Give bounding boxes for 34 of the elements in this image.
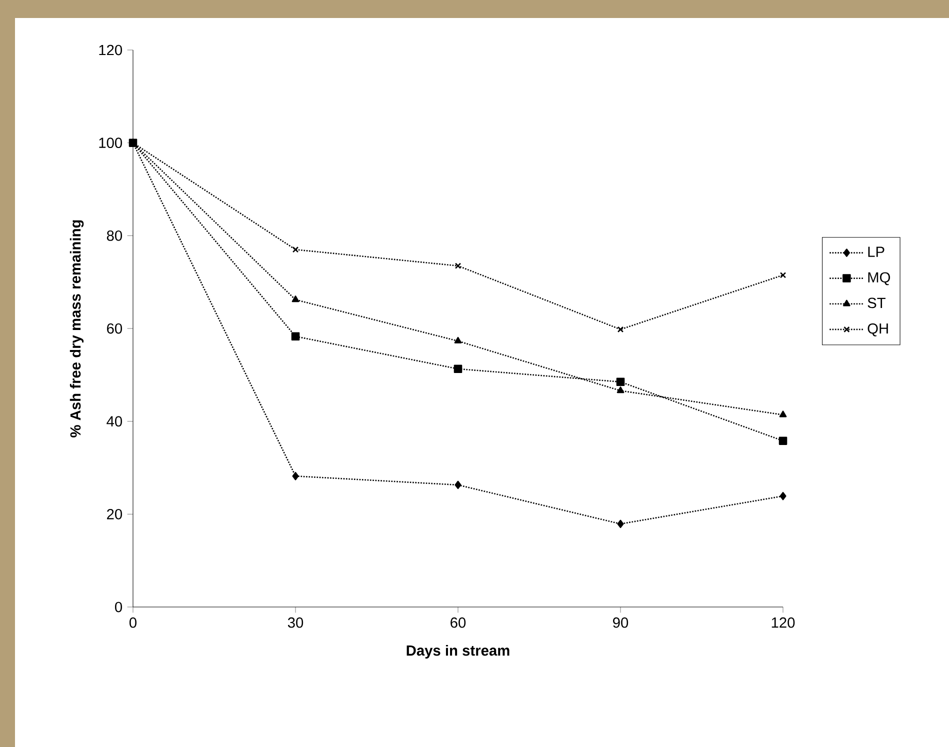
- point: [454, 262, 462, 269]
- point: [454, 336, 462, 344]
- point: [291, 332, 300, 341]
- legend-label: ST: [868, 298, 886, 308]
- y-tick-label: 60: [107, 323, 122, 334]
- point: [292, 246, 299, 253]
- legend-label: MQ: [868, 272, 890, 286]
- x-tick-label: 0: [129, 617, 136, 628]
- point: [778, 436, 788, 445]
- y-tick-label: 120: [99, 44, 122, 56]
- point: [617, 520, 624, 528]
- point: [616, 386, 624, 394]
- y-tick-label: 100: [99, 138, 122, 148]
- point: [616, 378, 625, 386]
- y-axis-title: % Ash free dry mass remaining: [70, 220, 84, 438]
- legend-label: QH: [868, 323, 888, 336]
- point: [780, 272, 786, 278]
- point: [292, 296, 300, 302]
- point: [292, 472, 299, 480]
- legend-label: LP: [868, 246, 884, 257]
- point: [780, 492, 786, 500]
- y-tick-label: 0: [115, 602, 122, 612]
- x-tick-label: 120: [772, 617, 795, 628]
- point: [779, 410, 787, 418]
- y-tick-label: 20: [107, 508, 122, 520]
- point: [454, 480, 462, 490]
- x-axis-title: Days in stream: [406, 644, 510, 659]
- x-tick-label: 60: [450, 617, 466, 628]
- x-tick-label: 30: [288, 617, 304, 628]
- y-tick-label: 80: [106, 230, 122, 241]
- point: [617, 326, 624, 333]
- x-tick-label: 90: [613, 617, 628, 628]
- y-tick-label: 40: [106, 416, 122, 427]
- point: [454, 364, 462, 374]
